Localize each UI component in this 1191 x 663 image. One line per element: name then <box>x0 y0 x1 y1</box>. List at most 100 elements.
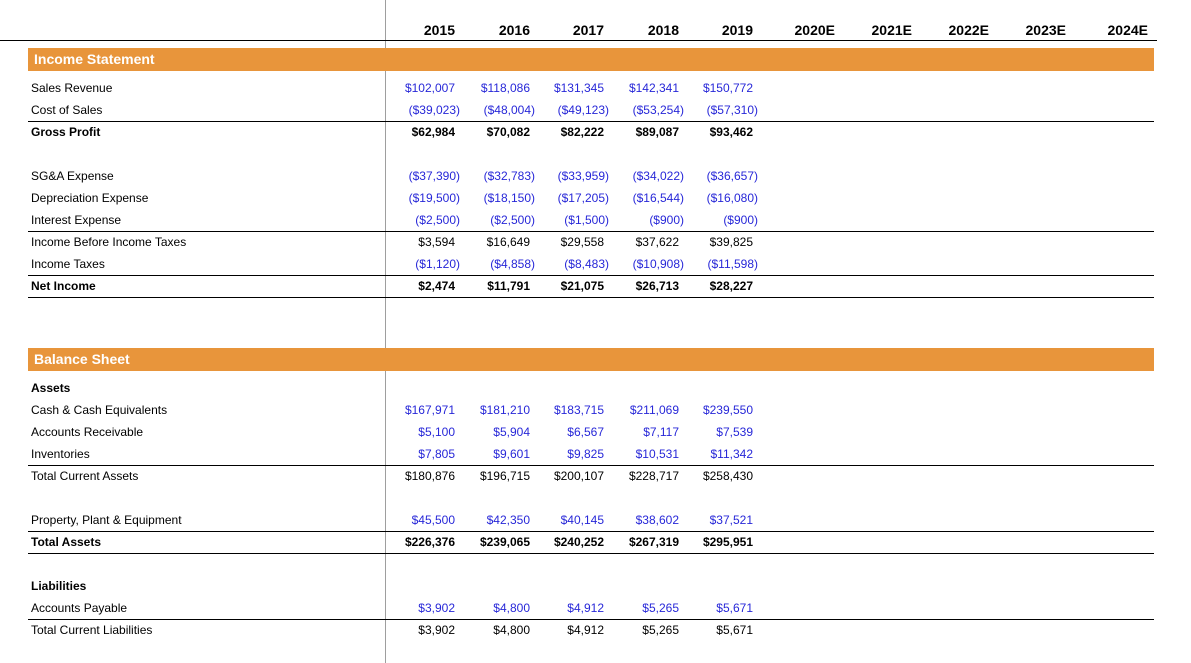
value-cell[interactable]: ($900) <box>610 209 685 232</box>
value-cell[interactable] <box>536 377 610 399</box>
value-cell[interactable]: $6,567 <box>567 425 604 439</box>
value-cell[interactable] <box>759 575 841 597</box>
value-cell[interactable] <box>918 121 995 143</box>
value-cell[interactable] <box>385 377 461 399</box>
value-cell[interactable]: $9,601 <box>461 443 536 466</box>
value-cell[interactable] <box>385 575 461 597</box>
value-cell[interactable]: $3,902 <box>385 597 461 620</box>
row-label-cell[interactable]: Property, Plant & Equipment <box>28 509 385 532</box>
row-label-cell[interactable]: Total Assets <box>28 531 385 554</box>
row-label-cell[interactable]: Net Income <box>28 275 385 298</box>
value-cell[interactable] <box>918 509 995 532</box>
row-label-cell[interactable]: SG&A Expense <box>31 169 114 183</box>
value-cell[interactable] <box>461 575 536 597</box>
value-cell[interactable] <box>759 187 841 209</box>
value-cell[interactable] <box>995 421 1072 443</box>
value-cell[interactable]: $167,971 <box>404 403 455 417</box>
value-cell[interactable] <box>995 275 1072 298</box>
value-cell[interactable]: $258,430 <box>702 469 753 484</box>
value-cell[interactable] <box>841 619 918 641</box>
value-cell[interactable]: $200,107 <box>553 469 604 484</box>
value-cell[interactable] <box>841 443 918 466</box>
value-cell[interactable]: ($36,657) <box>706 169 758 183</box>
value-cell[interactable]: ($8,483) <box>536 253 610 276</box>
value-cell[interactable]: ($49,123) <box>536 99 610 122</box>
value-cell[interactable]: $82,222 <box>560 125 604 140</box>
value-cell[interactable]: $62,984 <box>411 125 455 140</box>
value-cell[interactable]: $118,086 <box>480 81 530 95</box>
value-cell[interactable] <box>995 597 1072 620</box>
value-cell[interactable] <box>1072 99 1154 122</box>
value-cell[interactable] <box>759 99 841 122</box>
row-label-cell[interactable]: Total Current Liabilities <box>31 623 153 638</box>
value-cell[interactable] <box>841 121 918 143</box>
value-cell[interactable] <box>1072 209 1154 232</box>
value-cell[interactable] <box>1072 275 1154 298</box>
value-cell[interactable]: $4,912 <box>567 623 604 638</box>
value-cell[interactable]: $295,951 <box>685 531 759 554</box>
value-cell[interactable] <box>918 209 995 232</box>
value-cell[interactable] <box>685 575 759 597</box>
value-cell[interactable] <box>1072 443 1154 466</box>
value-cell[interactable]: $239,065 <box>461 531 536 554</box>
value-cell[interactable] <box>1072 465 1154 487</box>
year-header-2016[interactable]: 2016 <box>498 22 530 38</box>
value-cell[interactable] <box>759 231 841 253</box>
value-cell[interactable]: ($37,390) <box>408 169 460 183</box>
value-cell[interactable]: $226,376 <box>385 531 461 554</box>
value-cell[interactable] <box>918 399 995 421</box>
value-cell[interactable] <box>841 509 918 532</box>
value-cell[interactable] <box>759 209 841 232</box>
value-cell[interactable] <box>841 165 918 187</box>
value-cell[interactable]: $39,825 <box>709 235 753 250</box>
value-cell[interactable]: $5,100 <box>418 425 455 439</box>
value-cell[interactable] <box>759 77 841 99</box>
value-cell[interactable]: ($48,004) <box>461 99 536 122</box>
value-cell[interactable] <box>841 275 918 298</box>
value-cell[interactable]: $181,210 <box>479 403 530 417</box>
value-cell[interactable] <box>841 377 918 399</box>
value-cell[interactable] <box>1072 231 1154 253</box>
value-cell[interactable]: $102,007 <box>404 81 455 95</box>
value-cell[interactable]: $211,069 <box>629 403 679 417</box>
value-cell[interactable] <box>918 187 995 209</box>
year-header-2019[interactable]: 2019 <box>721 22 753 38</box>
row-label-cell[interactable]: Depreciation Expense <box>31 191 149 205</box>
value-cell[interactable]: ($57,310) <box>685 99 759 122</box>
value-cell[interactable]: $38,602 <box>610 509 685 532</box>
value-cell[interactable]: ($1,120) <box>385 253 461 276</box>
year-header-2022e[interactable]: 2022E <box>948 22 989 38</box>
value-cell[interactable] <box>995 443 1072 466</box>
value-cell[interactable] <box>918 77 995 99</box>
value-cell[interactable]: $11,342 <box>685 443 759 466</box>
value-cell[interactable] <box>1072 165 1154 187</box>
value-cell[interactable]: ($18,150) <box>483 191 535 205</box>
value-cell[interactable]: $11,791 <box>461 275 536 298</box>
row-label-cell[interactable]: Liabilities <box>31 579 87 593</box>
value-cell[interactable] <box>841 231 918 253</box>
value-cell[interactable] <box>995 531 1072 554</box>
value-cell[interactable] <box>995 77 1072 99</box>
row-label-cell[interactable]: Accounts Receivable <box>31 425 144 439</box>
value-cell[interactable]: ($1,500) <box>536 209 610 232</box>
value-cell[interactable]: $28,227 <box>685 275 759 298</box>
year-header-2021e[interactable]: 2021E <box>871 22 912 38</box>
value-cell[interactable] <box>918 99 995 122</box>
value-cell[interactable] <box>841 77 918 99</box>
value-cell[interactable]: $228,717 <box>628 469 679 484</box>
section-header-cell[interactable]: Income Statement <box>28 48 1154 71</box>
value-cell[interactable]: $29,558 <box>560 235 604 250</box>
value-cell[interactable]: $16,649 <box>486 235 530 250</box>
value-cell[interactable] <box>759 399 841 421</box>
value-cell[interactable] <box>759 531 841 554</box>
value-cell[interactable] <box>685 377 759 399</box>
year-header-2017[interactable]: 2017 <box>572 22 604 38</box>
year-header-2018[interactable]: 2018 <box>647 22 679 38</box>
value-cell[interactable] <box>536 575 610 597</box>
value-cell[interactable] <box>1072 77 1154 99</box>
value-cell[interactable] <box>995 619 1072 641</box>
value-cell[interactable]: $4,912 <box>536 597 610 620</box>
value-cell[interactable]: $9,825 <box>536 443 610 466</box>
value-cell[interactable]: ($2,500) <box>461 209 536 232</box>
value-cell[interactable] <box>918 275 995 298</box>
